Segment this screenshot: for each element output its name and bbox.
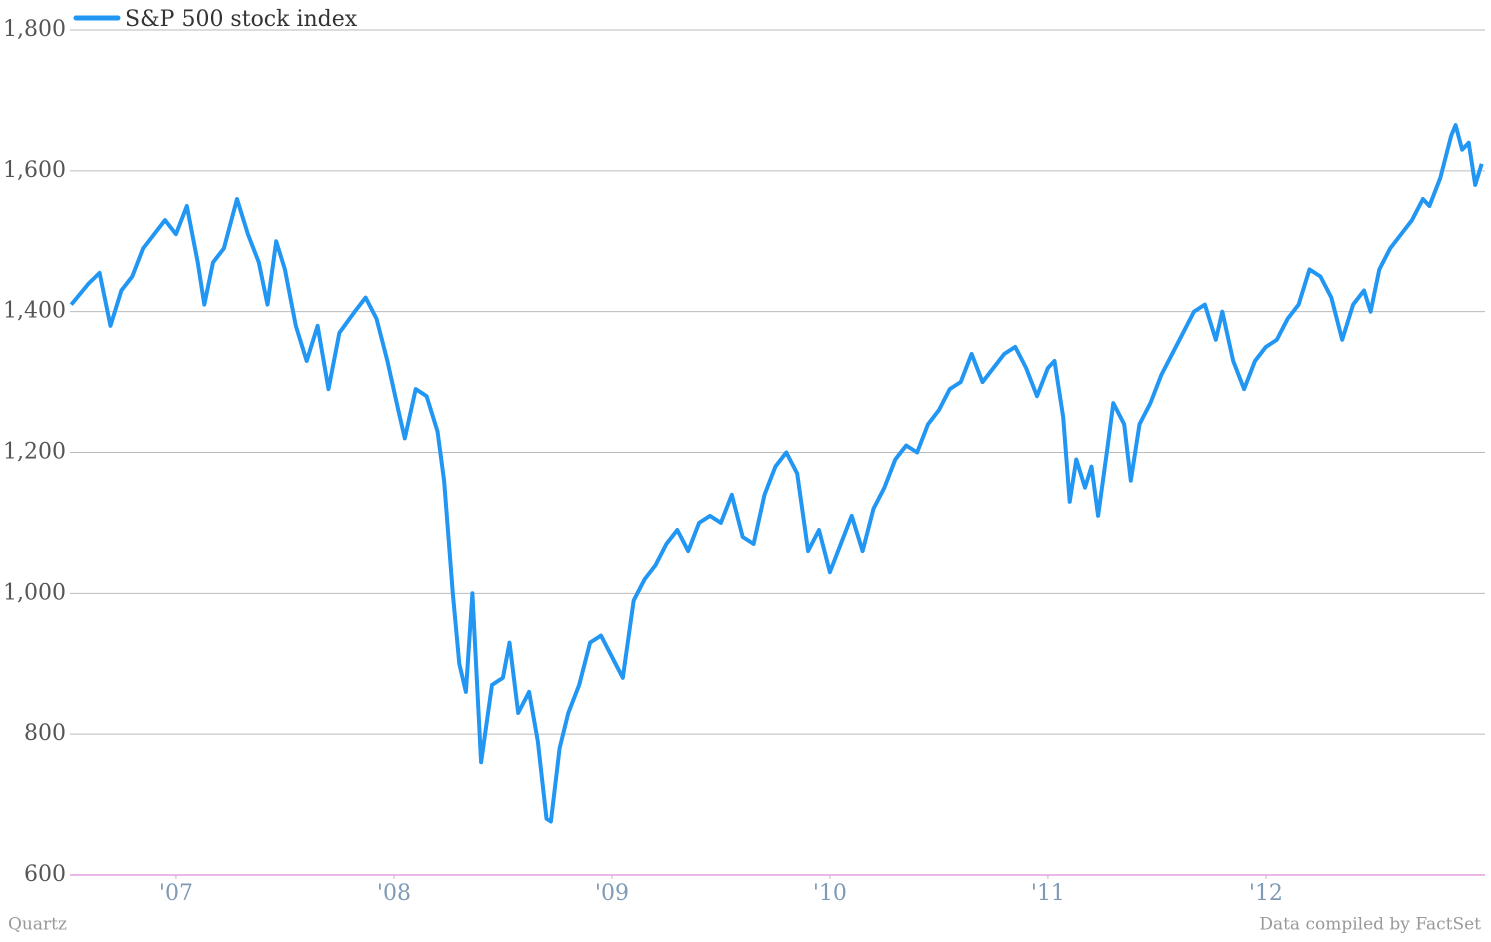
x-tick-label: '11 [1031, 881, 1065, 906]
y-tick-label: 1,000 [3, 580, 66, 605]
credit: Quartz [8, 915, 67, 935]
x-tick-label: '10 [813, 881, 847, 906]
x-tick-label: '08 [377, 881, 411, 906]
line [69, 123, 1484, 824]
legend-label: S&P 500 stock index [125, 7, 358, 32]
y-tick-label: 1,600 [3, 158, 66, 183]
x-tick-label: '07 [159, 881, 193, 906]
source: Data compiled by FactSet [1259, 915, 1481, 935]
y-tick-label: 1,200 [3, 440, 66, 465]
x-tick-label: '09 [595, 881, 629, 906]
y-tick-label: 600 [24, 862, 66, 887]
y-tick-label: 1,400 [3, 299, 66, 324]
y-tick-label: 1,800 [3, 17, 66, 42]
x-tick-label: '12 [1249, 881, 1283, 906]
y-tick-label: 800 [24, 721, 66, 746]
